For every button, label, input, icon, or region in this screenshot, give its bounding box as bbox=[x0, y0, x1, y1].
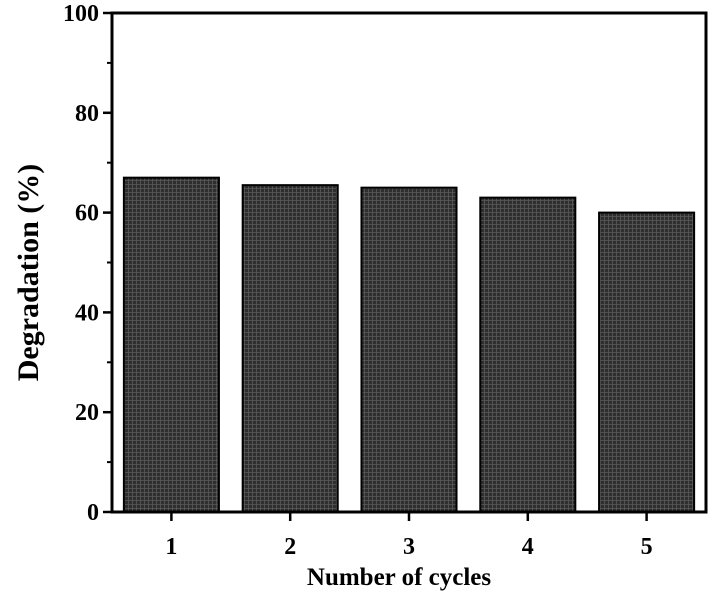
bar-cycle-3 bbox=[360, 186, 458, 513]
x-tick-label: 1 bbox=[165, 534, 177, 560]
y-tick-label: 40 bbox=[75, 300, 99, 326]
y-tick-label: 80 bbox=[75, 101, 99, 127]
bar-cycle-1 bbox=[122, 176, 220, 513]
x-tick-label: 5 bbox=[641, 534, 653, 560]
y-axis: 0 20 40 60 80 100 bbox=[63, 1, 112, 526]
x-tick-label: 2 bbox=[284, 534, 296, 560]
y-tick-label: 0 bbox=[87, 500, 99, 526]
x-tick-label: 4 bbox=[522, 534, 534, 560]
x-tick-label: 3 bbox=[403, 534, 415, 560]
bars-layer bbox=[122, 176, 696, 513]
y-tick-label: 20 bbox=[75, 400, 99, 426]
x-axis-title: Number of cycles bbox=[307, 564, 491, 591]
y-tick-label: 100 bbox=[63, 1, 99, 27]
bar-cycle-5 bbox=[598, 211, 696, 513]
bar-cycle-2 bbox=[241, 184, 339, 513]
y-axis-title: Degradation (%) bbox=[12, 164, 45, 381]
x-axis: 1 2 3 4 5 bbox=[165, 512, 653, 560]
y-tick-label: 60 bbox=[75, 201, 99, 227]
bar-cycle-4 bbox=[479, 196, 577, 513]
